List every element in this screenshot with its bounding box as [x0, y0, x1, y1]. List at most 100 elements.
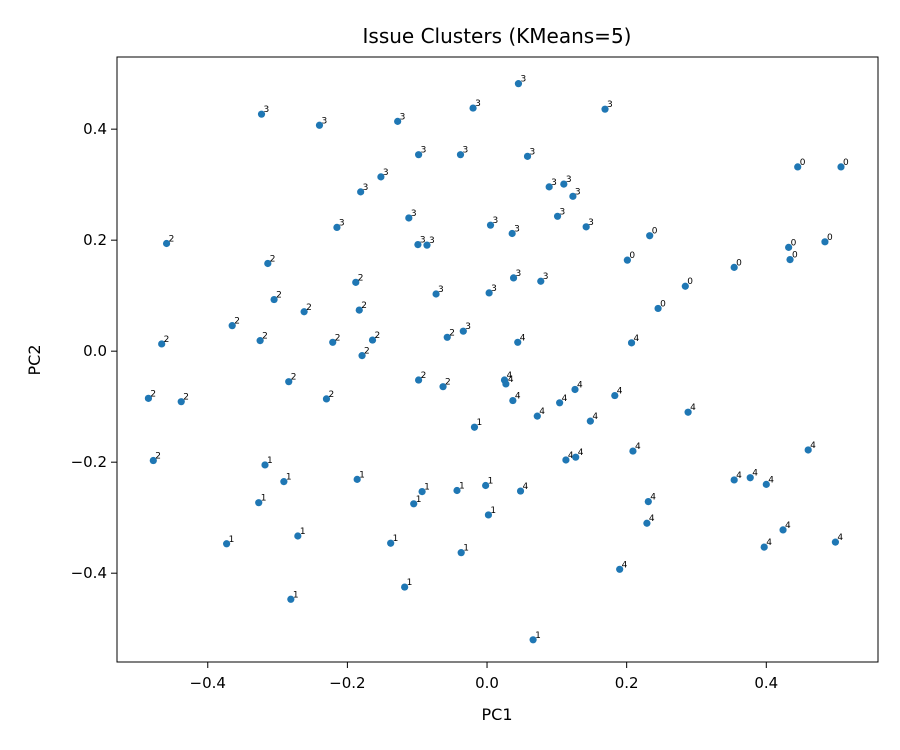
scatter-point [746, 474, 754, 482]
point-cluster-label: 2 [328, 390, 334, 400]
scatter-point [256, 337, 264, 345]
scatter-point [794, 163, 802, 171]
y-axis: −0.4 −0.2 0.0 0.2 0.4 [71, 120, 117, 582]
scatter-point [368, 336, 377, 344]
point-cluster-label: 0 [660, 299, 666, 309]
scatter-point [644, 497, 652, 506]
scatter-point [162, 239, 171, 248]
scatter-point [616, 565, 624, 573]
scatter-point [508, 229, 516, 238]
scatter-point [831, 538, 840, 546]
plot-area [116, 56, 879, 663]
point-cluster-label: 4 [578, 448, 584, 458]
point-cluster-label: 3 [400, 112, 406, 122]
scatter-point [560, 180, 568, 188]
point-cluster-label: 1 [476, 418, 482, 428]
point-cluster-label: 2 [150, 389, 156, 399]
point-cluster-label: 4 [837, 533, 843, 543]
scatter-point [730, 476, 738, 484]
point-cluster-label: 1 [229, 535, 235, 545]
point-cluster-label: 2 [306, 303, 312, 313]
scatter-point [358, 352, 366, 360]
point-cluster-label: 4 [592, 412, 598, 422]
scatter-point [405, 214, 413, 222]
y-tick-label: 0.0 [83, 342, 107, 360]
x-tick-label: 0.4 [754, 674, 778, 692]
scatter-point [432, 290, 440, 298]
point-cluster-label: 4 [520, 333, 526, 343]
point-cluster-label: 1 [490, 506, 496, 516]
point-cluster-label: 3 [575, 187, 581, 197]
point-cluster-label: 2 [291, 373, 297, 383]
point-cluster-label: 4 [617, 387, 623, 397]
scatter-point [611, 391, 619, 400]
point-cluster-label: 3 [363, 183, 369, 193]
x-axis: −0.4 −0.2 0.0 0.2 0.4 [190, 662, 778, 692]
point-cluster-label: 4 [752, 469, 758, 479]
scatter-point [569, 192, 577, 200]
point-cluster-label: 3 [383, 168, 389, 178]
point-cluster-label: 1 [300, 527, 306, 537]
scatter-point [377, 173, 385, 181]
scatter-point [643, 519, 651, 527]
point-cluster-label: 1 [293, 590, 299, 600]
scatter-point [394, 117, 402, 125]
point-cluster-label: 4 [810, 441, 816, 451]
scatter-point [786, 255, 794, 264]
point-cluster-label: 3 [339, 218, 345, 228]
scatter-point [514, 80, 523, 88]
scatter-point [730, 263, 738, 271]
point-cluster-label: 2 [358, 273, 364, 283]
scatter-point [414, 241, 422, 249]
scatter-point [387, 539, 395, 547]
point-cluster-label: 3 [462, 146, 468, 156]
point-cluster-label: 1 [267, 456, 273, 466]
point-cluster-label: 4 [785, 521, 791, 531]
point-cluster-label: 4 [568, 451, 574, 461]
scatter-point [572, 453, 580, 461]
scatter-point [601, 105, 609, 113]
scatter-point [646, 232, 654, 240]
point-cluster-label: 4 [562, 394, 568, 404]
point-cluster-label: 3 [491, 284, 497, 294]
scatter-point [439, 383, 447, 391]
scatter-point [329, 338, 337, 346]
point-cluster-label: 3 [530, 147, 536, 157]
scatter-point [837, 163, 845, 171]
scatter-point [484, 511, 493, 519]
scatter-point [582, 223, 590, 231]
point-cluster-label: 2 [183, 393, 189, 403]
point-cluster-label: 2 [276, 291, 282, 301]
point-cluster-label: 0 [800, 158, 806, 168]
point-cluster-label: 3 [429, 236, 435, 246]
chart-title: Issue Clusters (KMeans=5) [363, 24, 632, 48]
scatter-point [264, 259, 272, 268]
scatter-point [223, 540, 231, 548]
point-cluster-label: 4 [736, 471, 742, 481]
x-tick-label: 0.0 [475, 674, 499, 692]
point-cluster-label: 3 [264, 105, 270, 115]
point-cluster-label: 0 [652, 227, 658, 237]
scatter-point [509, 274, 518, 282]
point-cluster-label: 3 [566, 175, 572, 185]
point-cluster-label: 2 [262, 332, 268, 342]
point-cluster-label: 0 [687, 277, 693, 287]
point-cluster-label: 0 [792, 251, 798, 261]
scatter-point [333, 223, 341, 231]
point-cluster-label: 2 [364, 347, 370, 357]
scatter-point [285, 378, 293, 386]
scatter-point [453, 486, 461, 495]
scatter-point [456, 151, 465, 159]
scatter-point [415, 151, 423, 159]
point-cluster-label: 4 [768, 475, 774, 485]
point-cluster-label: 3 [493, 216, 499, 226]
scatter-point [149, 456, 157, 465]
scatter-point [545, 183, 553, 191]
scatter-point [470, 423, 479, 431]
point-cluster-label: 2 [234, 317, 240, 327]
scatter-point [315, 121, 324, 129]
scatter-point [300, 308, 308, 316]
point-cluster-label: 3 [516, 269, 522, 279]
scatter-point [502, 380, 510, 388]
